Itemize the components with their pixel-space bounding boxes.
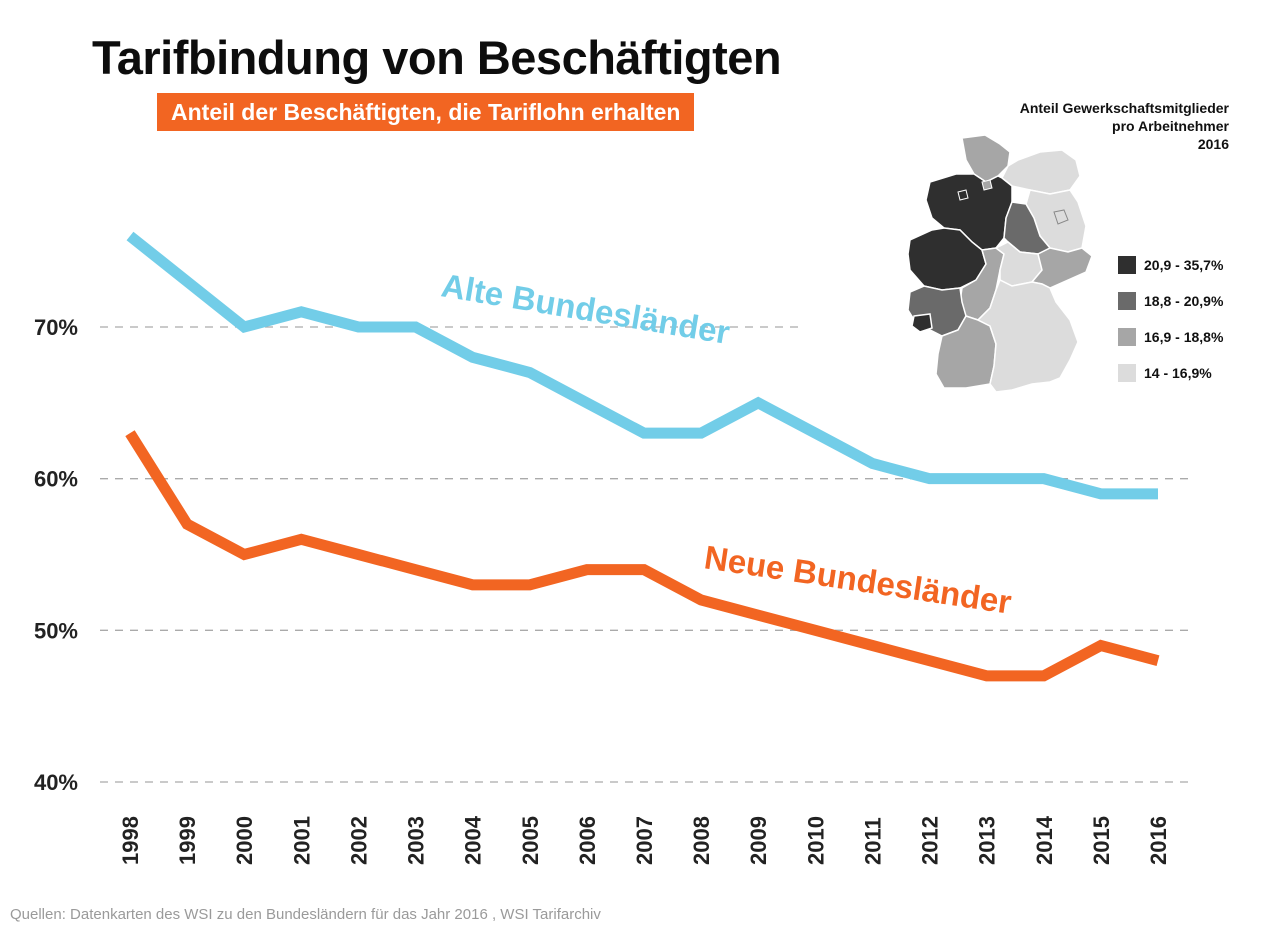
x-tick-label: 2012 [918, 816, 943, 865]
series-line-neue-bundeslaender [125, 430, 1160, 682]
chart-subtitle: Anteil der Beschäftigten, die Tariflohn … [157, 93, 695, 131]
x-tick-label: 2008 [689, 816, 714, 865]
map-title-line: pro Arbeitnehmer [1112, 118, 1229, 134]
germany-map [907, 134, 1093, 393]
series-label-alte: Alte Bundesländer [439, 266, 733, 351]
legend-swatch [1118, 292, 1136, 310]
map-region-saarland [911, 313, 933, 333]
grid-layer [100, 326, 1190, 783]
map-region-berlin [1053, 209, 1069, 225]
map-region-schleswig-holstein [961, 134, 1011, 183]
x-tick-label: 2006 [575, 816, 600, 865]
y-tick-label: 60% [34, 467, 78, 492]
chart-title: Tarifbindung von Beschäftigten [92, 31, 782, 84]
x-tick-label: 2014 [1032, 815, 1057, 865]
y-axis-labels: 40% 50% 60% 70% [34, 315, 78, 795]
y-tick-label: 40% [34, 770, 78, 795]
map-region-bremen [957, 189, 969, 201]
legend-label: 14 - 16,9% [1144, 365, 1212, 381]
legend-label: 16,9 - 18,8% [1144, 329, 1224, 345]
map-region-mecklenburg-vorpommern [1001, 149, 1081, 195]
x-tick-label: 1998 [118, 816, 143, 865]
x-tick-label: 2007 [632, 816, 657, 865]
legend-swatch [1118, 364, 1136, 382]
map-region-bayern [976, 278, 1079, 393]
series-lines [125, 231, 1160, 682]
map-title-line: Anteil Gewerkschaftsmitglieder [1019, 100, 1229, 116]
map-title-line: 2016 [1197, 136, 1229, 152]
y-tick-label: 50% [34, 618, 78, 643]
x-tick-label: 2001 [289, 816, 314, 865]
x-tick-label: 2004 [461, 815, 486, 865]
x-tick-label: 1999 [175, 816, 200, 865]
series-line-alte-bundeslaender [126, 231, 1158, 500]
x-tick-label: 2002 [346, 816, 371, 865]
x-tick-label: 2015 [1089, 816, 1114, 865]
map-region-sachsen [1030, 247, 1093, 289]
x-tick-label: 2005 [518, 816, 543, 865]
x-tick-label: 2011 [860, 817, 885, 865]
legend-swatch [1118, 256, 1136, 274]
x-tick-label: 2003 [404, 816, 429, 865]
x-tick-label: 2010 [803, 816, 828, 865]
legend-swatch [1118, 328, 1136, 346]
source-note: Quellen: Datenkarten des WSI zu den Bund… [10, 906, 601, 923]
map-region-hamburg [981, 179, 993, 191]
x-tick-label: 2009 [746, 816, 771, 865]
x-tick-label: 2016 [1146, 816, 1171, 865]
x-axis-labels: 1998 1999 2000 2001 2002 2003 2004 2005 2006 2007… [118, 815, 1171, 865]
y-tick-label: 70% [34, 315, 78, 340]
map-title: Anteil Gewerkschaftsmitglieder pro Arbei… [1020, 99, 1229, 153]
legend-label: 18,8 - 20,9% [1144, 293, 1224, 309]
x-tick-label: 2013 [975, 816, 1000, 865]
x-tick-label: 2000 [232, 816, 257, 865]
legend-label: 20,9 - 35,7% [1144, 257, 1224, 273]
